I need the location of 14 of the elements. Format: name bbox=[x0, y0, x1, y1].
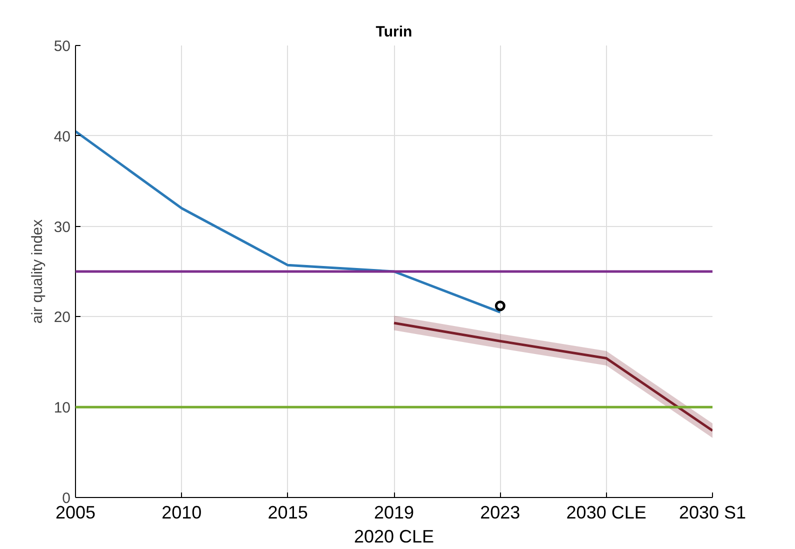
y-tick-label: 50 bbox=[54, 38, 71, 55]
x-tick-label: 2019 2020 CLE bbox=[354, 502, 434, 546]
x-tick-label: 2023 bbox=[480, 502, 520, 522]
y-axis-title: air quality index bbox=[28, 218, 46, 324]
x-tick-label: 2030 CLE bbox=[566, 502, 646, 522]
x-tick-label: 2010 bbox=[162, 502, 202, 522]
y-tick-label: 10 bbox=[54, 400, 71, 417]
y-tick-label: 30 bbox=[54, 218, 71, 236]
chart-title: Turin bbox=[376, 24, 412, 40]
y-tick-label: 20 bbox=[54, 309, 71, 326]
x-tick-label: 2030 S1 bbox=[678, 502, 746, 522]
x-tick-label: 2015 bbox=[268, 502, 308, 522]
y-tick-label: 40 bbox=[54, 128, 71, 146]
line-series bbox=[76, 130, 502, 314]
